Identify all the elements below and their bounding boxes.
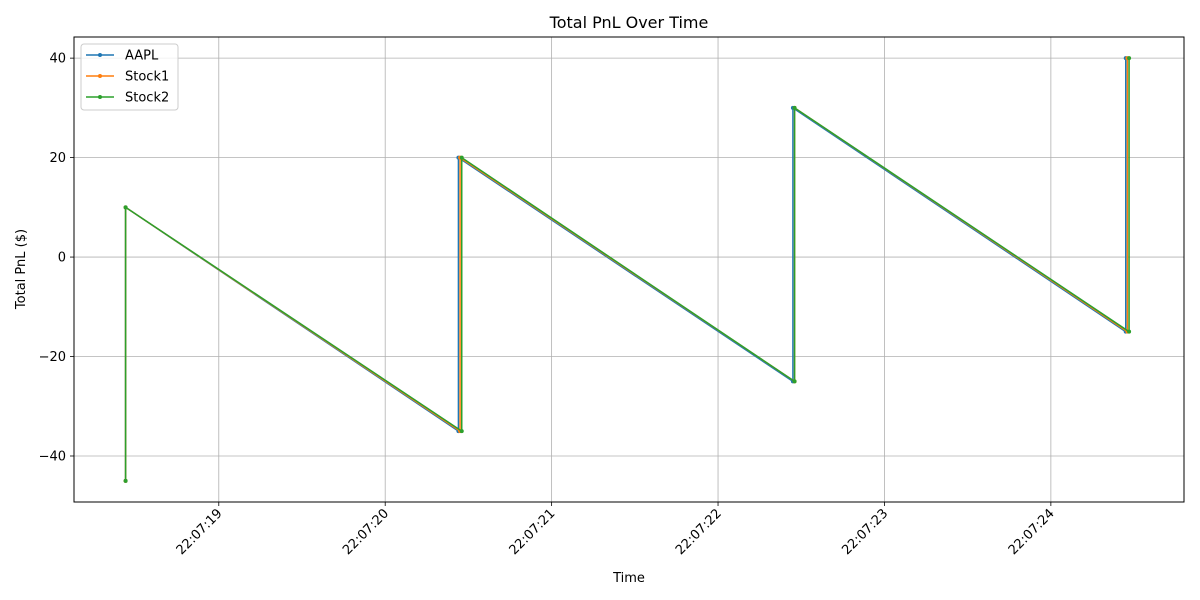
y-axis-label: Total PnL ($) — [14, 229, 29, 310]
legend-item-stock2: Stock2 — [86, 91, 169, 106]
y-tick-label: −20 — [39, 350, 66, 365]
series-line-stock1 — [124, 58, 1129, 481]
x-tick-label: 22:07:20 — [340, 506, 392, 558]
series-stock2 — [123, 56, 1132, 483]
legend-swatch-marker — [98, 74, 102, 78]
series-line-aapl — [124, 58, 1127, 481]
x-axis-label: Time — [612, 571, 645, 586]
x-tick-label: 22:07:19 — [174, 506, 226, 558]
legend-label: AAPL — [125, 49, 159, 64]
data-point-stock2 — [459, 429, 464, 434]
y-tick-label: 0 — [58, 251, 66, 266]
legend-item-stock1: Stock1 — [86, 70, 169, 85]
data-point-stock2 — [792, 105, 797, 110]
legend-label: Stock2 — [125, 91, 169, 106]
legend: AAPL Stock1 Stock2 — [80, 43, 179, 111]
data-point-stock2 — [123, 205, 128, 210]
legend-item-aapl: AAPL — [86, 49, 159, 64]
data-point-stock2 — [792, 379, 797, 384]
axis-ticks: 22:07:19 22:07:20 22:07:21 22:07:22 22:07:23… — [39, 52, 1058, 558]
y-tick-label: 40 — [49, 52, 66, 67]
data-point-stock2 — [459, 155, 464, 160]
x-tick-label: 22:07:21 — [507, 506, 559, 558]
data-point-stock2 — [1127, 329, 1132, 334]
legend-swatch-marker — [98, 53, 102, 57]
series-aapl — [123, 56, 1128, 483]
legend-swatch-marker — [98, 95, 102, 99]
y-tick-label: 20 — [49, 151, 66, 166]
data-point-stock2 — [123, 478, 128, 483]
data-point-stock2 — [1127, 56, 1132, 61]
grid-lines — [74, 37, 1184, 502]
legend-label: Stock1 — [125, 70, 169, 85]
legend-box — [80, 43, 179, 111]
y-tick-label: −40 — [39, 449, 66, 464]
x-tick-label: 22:07:22 — [673, 506, 725, 558]
series-layer — [123, 56, 1132, 483]
series-line-stock2 — [124, 58, 1130, 481]
plot-frame — [73, 36, 1185, 503]
series-stock1 — [123, 56, 1130, 483]
x-tick-label: 22:07:23 — [839, 506, 891, 558]
chart-title: Total PnL Over Time — [549, 13, 709, 32]
x-tick-label: 22:07:24 — [1006, 506, 1058, 558]
